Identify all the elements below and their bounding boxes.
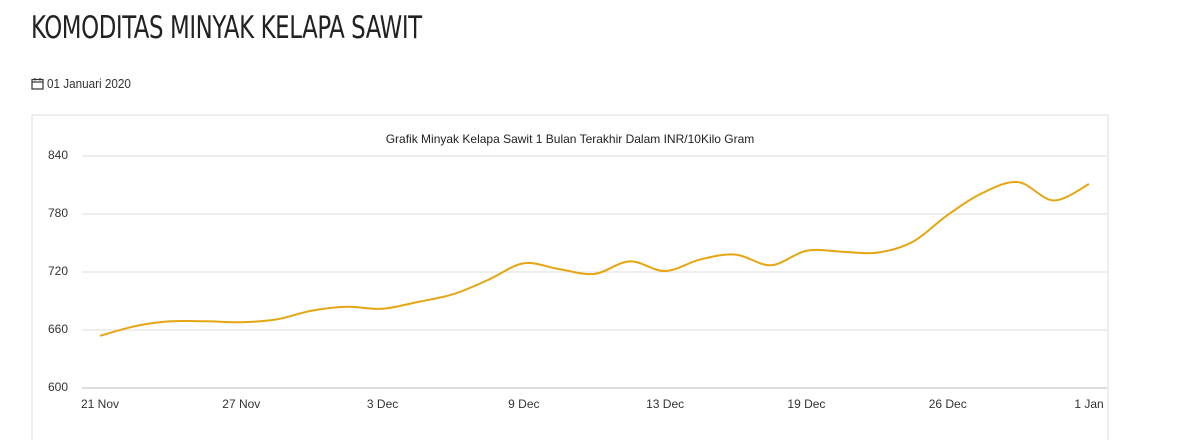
x-tick-label: 3 Dec [367, 397, 398, 411]
x-tick-label: 27 Nov [222, 397, 260, 411]
y-tick-label: 720 [48, 264, 68, 278]
y-tick-label: 780 [48, 206, 68, 220]
y-tick-label: 600 [48, 380, 68, 394]
calendar-icon [31, 78, 44, 90]
y-tick-label: 840 [48, 148, 68, 162]
date-text: 01 Januari 2020 [47, 76, 131, 91]
x-tick-label: 21 Nov [81, 397, 119, 411]
y-tick-label: 660 [48, 322, 68, 336]
chart-title: Grafik Minyak Kelapa Sawit 1 Bulan Terak… [386, 132, 755, 146]
x-tick-label: 19 Dec [787, 397, 825, 411]
line-series [99, 180, 1090, 337]
x-tick-label: 1 Jan [1074, 397, 1103, 411]
chart-frame [31, 114, 1109, 440]
x-tick-label: 26 Dec [929, 397, 967, 411]
page-title: KOMODITAS MINYAK KELAPA SAWIT [31, 10, 422, 46]
post-date: 01 Januari 2020 [31, 76, 140, 91]
x-tick-label: 13 Dec [646, 397, 684, 411]
x-tick-label: 9 Dec [508, 397, 539, 411]
